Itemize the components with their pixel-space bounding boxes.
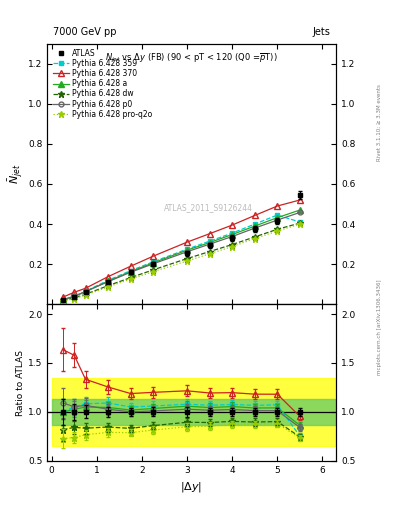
Pythia 6.428 359	[106, 277, 110, 283]
Pythia 6.428 dw	[83, 291, 88, 297]
Line: Pythia 6.428 359: Pythia 6.428 359	[61, 212, 302, 303]
Pythia 6.428 359	[128, 268, 133, 274]
Pythia 6.428 370	[72, 289, 77, 295]
Pythia 6.428 359	[275, 212, 280, 218]
Pythia 6.428 dw	[61, 297, 65, 304]
Pythia 6.428 pro-q2o	[83, 292, 88, 298]
Pythia 6.428 a	[275, 215, 280, 221]
Pythia 6.428 dw	[106, 283, 110, 289]
Pythia 6.428 pro-q2o	[61, 298, 65, 304]
Pythia 6.428 359	[298, 219, 302, 225]
Text: Rivet 3.1.10; ≥ 3.3M events: Rivet 3.1.10; ≥ 3.3M events	[377, 84, 382, 161]
Pythia 6.428 359	[151, 259, 156, 265]
Pythia 6.428 359	[230, 230, 235, 236]
Text: $N_{jet}$ vs $\Delta y$ (FB) (90 < pT < 120 (Q0 =$\overline{p}$T)): $N_{jet}$ vs $\Delta y$ (FB) (90 < pT < …	[105, 51, 278, 65]
Pythia 6.428 370	[298, 197, 302, 203]
Pythia 6.428 p0	[252, 225, 257, 231]
Pythia 6.428 pro-q2o	[128, 276, 133, 282]
X-axis label: $|\Delta y|$: $|\Delta y|$	[180, 480, 203, 494]
Pythia 6.428 p0	[298, 209, 302, 216]
Pythia 6.428 p0	[61, 296, 65, 303]
Y-axis label: Ratio to ATLAS: Ratio to ATLAS	[16, 350, 25, 416]
Pythia 6.428 370	[207, 230, 212, 237]
Pythia 6.428 pro-q2o	[106, 284, 110, 290]
Pythia 6.428 p0	[106, 279, 110, 285]
Legend: ATLAS, Pythia 6.428 359, Pythia 6.428 370, Pythia 6.428 a, Pythia 6.428 dw, Pyth: ATLAS, Pythia 6.428 359, Pythia 6.428 37…	[51, 47, 153, 120]
Pythia 6.428 dw	[298, 220, 302, 226]
Pythia 6.428 pro-q2o	[207, 251, 212, 257]
Pythia 6.428 a	[207, 240, 212, 246]
Pythia 6.428 359	[185, 246, 189, 252]
Text: Jets: Jets	[312, 27, 330, 37]
Pythia 6.428 pro-q2o	[151, 269, 156, 275]
Pythia 6.428 dw	[185, 255, 189, 262]
Pythia 6.428 p0	[230, 233, 235, 240]
Pythia 6.428 370	[61, 294, 65, 300]
Pythia 6.428 370	[128, 263, 133, 269]
Pythia 6.428 dw	[72, 295, 77, 301]
Line: Pythia 6.428 p0: Pythia 6.428 p0	[61, 210, 302, 302]
Pythia 6.428 359	[61, 297, 65, 303]
Pythia 6.428 370	[106, 273, 110, 280]
Pythia 6.428 370	[185, 239, 189, 245]
Pythia 6.428 p0	[83, 288, 88, 294]
Pythia 6.428 dw	[207, 248, 212, 254]
Pythia 6.428 a	[252, 223, 257, 229]
Pythia 6.428 dw	[128, 274, 133, 281]
Pythia 6.428 a	[185, 247, 189, 253]
Pythia 6.428 pro-q2o	[72, 295, 77, 302]
Pythia 6.428 359	[252, 221, 257, 227]
Pythia 6.428 370	[230, 222, 235, 228]
Pythia 6.428 a	[230, 231, 235, 238]
Pythia 6.428 359	[72, 293, 77, 300]
Pythia 6.428 a	[128, 269, 133, 275]
Pythia 6.428 pro-q2o	[298, 221, 302, 227]
Pythia 6.428 a	[298, 207, 302, 213]
Pythia 6.428 p0	[128, 269, 133, 275]
Line: Pythia 6.428 370: Pythia 6.428 370	[60, 197, 303, 300]
Pythia 6.428 pro-q2o	[185, 258, 189, 264]
Pythia 6.428 a	[61, 297, 65, 303]
Pythia 6.428 dw	[230, 242, 235, 248]
Pythia 6.428 a	[83, 289, 88, 295]
Line: Pythia 6.428 pro-q2o: Pythia 6.428 pro-q2o	[59, 221, 303, 305]
Pythia 6.428 p0	[151, 261, 156, 267]
Pythia 6.428 dw	[151, 267, 156, 273]
Line: Pythia 6.428 a: Pythia 6.428 a	[60, 207, 303, 303]
Pythia 6.428 359	[207, 238, 212, 244]
Pythia 6.428 dw	[275, 226, 280, 232]
Text: 7000 GeV pp: 7000 GeV pp	[53, 27, 116, 37]
Pythia 6.428 p0	[207, 241, 212, 247]
Pythia 6.428 p0	[185, 249, 189, 255]
Pythia 6.428 370	[83, 285, 88, 291]
Pythia 6.428 a	[151, 260, 156, 266]
Pythia 6.428 pro-q2o	[275, 228, 280, 234]
Pythia 6.428 a	[72, 293, 77, 300]
Pythia 6.428 dw	[252, 234, 257, 240]
Pythia 6.428 370	[252, 212, 257, 219]
Line: Pythia 6.428 dw: Pythia 6.428 dw	[59, 220, 303, 304]
Pythia 6.428 359	[83, 288, 88, 294]
Pythia 6.428 370	[275, 203, 280, 209]
Text: mcplots.cern.ch [arXiv:1306.3436]: mcplots.cern.ch [arXiv:1306.3436]	[377, 280, 382, 375]
Y-axis label: $\bar{N}_{jet}$: $\bar{N}_{jet}$	[7, 164, 25, 184]
Pythia 6.428 a	[106, 278, 110, 284]
Pythia 6.428 370	[151, 253, 156, 259]
Text: ATLAS_2011_S9126244: ATLAS_2011_S9126244	[164, 203, 253, 212]
Pythia 6.428 p0	[72, 293, 77, 300]
Pythia 6.428 pro-q2o	[252, 236, 257, 242]
Pythia 6.428 p0	[275, 217, 280, 223]
Pythia 6.428 pro-q2o	[230, 244, 235, 250]
